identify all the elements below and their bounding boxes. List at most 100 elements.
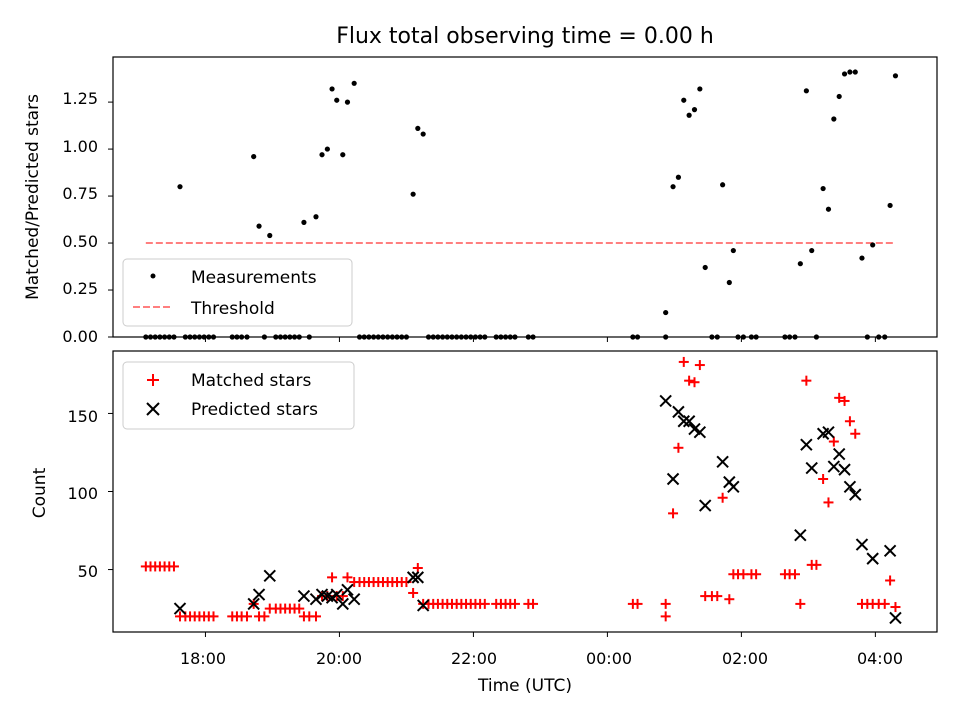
x-tick-label: 00:00 xyxy=(586,649,632,668)
x-tick-label: 22:00 xyxy=(451,649,497,668)
x-marker-b xyxy=(297,589,311,603)
legend-label-measurements: Measurements xyxy=(191,268,317,288)
measurement-point xyxy=(301,219,307,225)
matched-star-point xyxy=(694,360,705,371)
x-marker-b xyxy=(315,588,329,601)
matched-star-point xyxy=(479,598,490,609)
predicted-star-point xyxy=(800,438,813,451)
ratio-panel: Flux total observing time = 0.00 h Match… xyxy=(23,24,938,346)
predicted-star-point xyxy=(805,461,818,475)
top-y-tick-label: 0.75 xyxy=(62,184,98,203)
measurement-point xyxy=(726,279,732,286)
matched-star-point xyxy=(751,569,762,580)
top-y-tick-label: 0.00 xyxy=(62,327,98,346)
top-y-tick-label: 1.00 xyxy=(62,137,98,156)
measurement-point xyxy=(681,97,687,103)
measurement-point xyxy=(351,80,357,86)
measurement-point xyxy=(847,69,853,75)
x-marker-b xyxy=(336,597,349,611)
bottom-axes-frame xyxy=(112,350,938,633)
x-marker-b xyxy=(843,480,857,494)
x-marker-b xyxy=(727,480,740,494)
predicted-star-point xyxy=(263,569,276,583)
top-axes-frame xyxy=(112,56,938,338)
bottom-y-axis-label: Count xyxy=(30,467,50,518)
matched-star-point xyxy=(408,587,419,598)
predicted-star-point xyxy=(677,415,690,428)
matched-star-point xyxy=(850,428,861,439)
matched-star-point xyxy=(208,611,219,622)
top-y-tick-label: 0.25 xyxy=(62,279,98,298)
predicted-star-point xyxy=(666,472,680,486)
bottom-y-ticks: 50 100 150 xyxy=(67,407,98,581)
measurement-point xyxy=(324,146,330,152)
x-marker-b xyxy=(672,405,685,419)
matched-star-point xyxy=(528,598,539,609)
measurement-point xyxy=(256,223,262,229)
measurement-point xyxy=(251,153,257,160)
matched-star-point xyxy=(795,598,806,609)
x-marker-b xyxy=(693,425,707,439)
x-marker-b xyxy=(321,589,334,603)
matched-star-point xyxy=(684,375,695,386)
x-marker-b xyxy=(688,422,701,436)
matched-star-point xyxy=(632,598,643,609)
measurement-point xyxy=(670,184,676,190)
chart-title: Flux total observing time = 0.00 h xyxy=(336,24,714,49)
matched-star-point xyxy=(844,416,855,427)
x-marker-b xyxy=(838,463,851,476)
bottom-y-tick-label: 100 xyxy=(67,484,98,503)
x-marker-b xyxy=(716,455,729,469)
x-marker-b xyxy=(659,394,672,408)
x-tick-label: 04:00 xyxy=(857,649,903,668)
predicted-star-point xyxy=(347,593,361,606)
predicted-star-point xyxy=(883,544,897,558)
top-y-axis-label: Matched/Predicted stars xyxy=(23,94,43,300)
matched-star-point xyxy=(342,572,353,583)
x-marker-b xyxy=(832,447,846,461)
matched-star-point xyxy=(259,611,270,622)
measurement-point xyxy=(841,71,848,77)
x-marker-b xyxy=(341,583,354,597)
bottom-legend: Matched stars Predicted stars xyxy=(122,361,355,430)
top-y-tick-label: 1.25 xyxy=(62,89,98,108)
x-axis-label: Time (UTC) xyxy=(477,676,572,696)
legend-label-predicted: Predicted stars xyxy=(191,400,318,420)
x-marker-b xyxy=(855,538,869,551)
measurement-point xyxy=(686,112,692,118)
measurement-point xyxy=(420,131,426,137)
predicted-star-point xyxy=(866,552,879,565)
matched-star-point xyxy=(327,572,338,583)
x-tick-label: 18:00 xyxy=(180,649,226,668)
predicted-star-point xyxy=(173,602,187,615)
measurement-point xyxy=(697,86,703,92)
predicted-star-point xyxy=(832,447,846,461)
top-y-ticks: 0.00 0.25 0.50 0.75 1.00 1.25 xyxy=(62,89,98,346)
measurement-point xyxy=(702,264,708,271)
matched-star-point xyxy=(294,603,305,614)
bottom-legend-box xyxy=(122,361,355,430)
measurement-point xyxy=(675,174,682,180)
predicted-star-point xyxy=(849,488,862,501)
x-marker-b xyxy=(699,499,712,512)
matched-star-point xyxy=(668,508,679,519)
bottom-data-marks xyxy=(140,356,902,625)
predicted-star-point xyxy=(336,597,349,611)
x-ticks: 18:00 20:00 22:00 00:00 02:00 04:00 xyxy=(180,649,903,668)
measurement-point xyxy=(720,182,726,188)
x-marker-b xyxy=(677,415,690,428)
legend-plus-icon xyxy=(147,374,159,386)
predicted-star-point xyxy=(827,460,841,473)
x-tick-label: 20:00 xyxy=(316,649,362,668)
x-marker-b xyxy=(247,597,260,611)
x-marker-b xyxy=(666,472,680,486)
x-marker-b xyxy=(889,611,902,625)
x-marker-b xyxy=(252,588,266,601)
x-marker-b xyxy=(411,571,425,584)
measurement-point xyxy=(870,242,876,248)
matched-star-point xyxy=(879,598,890,609)
matched-star-point xyxy=(678,356,689,367)
predicted-star-point xyxy=(889,611,902,625)
measurement-point xyxy=(730,247,736,254)
